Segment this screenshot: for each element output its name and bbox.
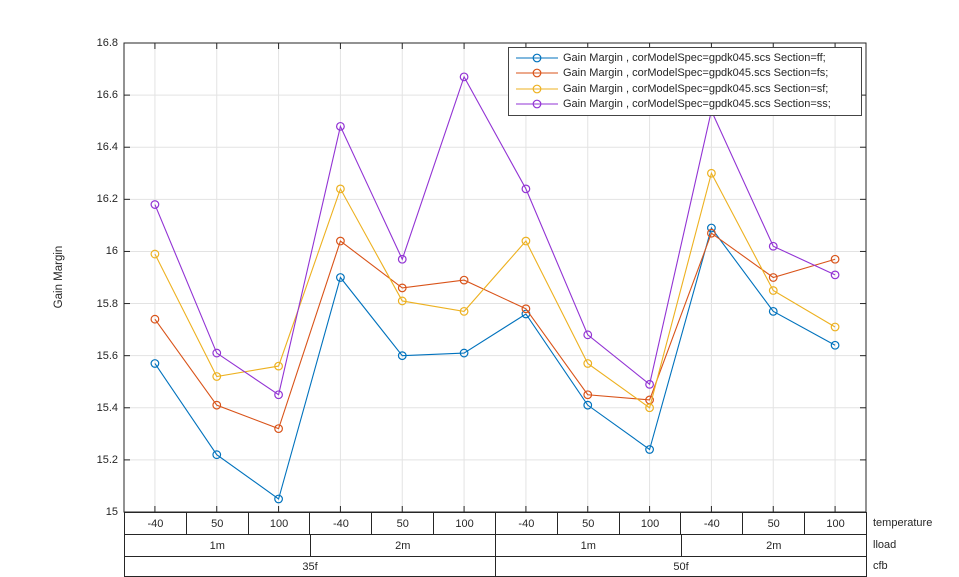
- data-point-marker: [583, 400, 593, 410]
- x-axis-cell-temperature: -40: [310, 513, 373, 534]
- x-axis-row-lload: 1m 2m 1m 2m: [124, 534, 867, 557]
- legend-marker-icon: [516, 53, 558, 63]
- data-point-marker: [336, 121, 345, 131]
- legend-marker-icon: [516, 99, 558, 109]
- y-tick-label: 16.4: [96, 141, 118, 154]
- y-tick-label: 15.4: [96, 401, 118, 414]
- x-axis-row-temperature: -40 50 100 -40 50 100 -40 50 100 -40 50 100: [124, 512, 867, 535]
- x-axis-cell-temperature: 50: [187, 513, 249, 534]
- x-axis-cell-lload: 1m: [496, 535, 682, 556]
- data-point-marker: [150, 249, 160, 259]
- data-point-marker: [830, 340, 840, 350]
- series-line: [154, 226, 836, 500]
- data-point-marker: [397, 296, 407, 306]
- y-tick-label: 16.2: [96, 193, 118, 206]
- data-point-marker: [768, 286, 778, 295]
- data-point-marker: [645, 403, 654, 413]
- data-point-marker: [830, 322, 840, 332]
- legend-entry: Gain Margin , corModelSpec=gpdk045.scs S…: [509, 81, 861, 97]
- legend-marker-icon: [516, 68, 558, 78]
- axis-row-label-cfb: cfb: [873, 560, 888, 572]
- x-axis-cell-temperature: 100: [826, 517, 845, 530]
- y-tick-label: 15.2: [96, 453, 118, 466]
- y-tick-label: 15.8: [96, 297, 118, 310]
- data-point-marker: [583, 330, 593, 340]
- data-point-marker: [459, 275, 469, 285]
- data-point-marker: [459, 72, 469, 82]
- data-point-marker: [521, 184, 531, 194]
- data-point-marker: [397, 254, 407, 264]
- data-point-marker: [397, 351, 407, 361]
- data-point-marker: [336, 236, 345, 246]
- y-axis-label: Gain Margin: [53, 245, 65, 309]
- data-point-marker: [212, 450, 222, 460]
- x-axis-cell-cfb: 50f: [673, 560, 689, 573]
- data-point-marker: [212, 372, 222, 381]
- data-point-marker: [707, 228, 716, 238]
- x-axis-cell-temperature: -40: [125, 513, 187, 534]
- data-point-marker: [645, 379, 654, 389]
- legend-entry: Gain Margin , corModelSpec=gpdk045.scs S…: [509, 66, 861, 82]
- data-point-marker: [397, 283, 407, 293]
- data-point-marker: [768, 241, 778, 251]
- data-point-marker: [830, 270, 840, 280]
- data-point-marker: [521, 236, 531, 246]
- data-point-marker: [212, 348, 222, 358]
- data-point-marker: [768, 273, 778, 282]
- data-point-marker: [583, 359, 593, 368]
- x-axis-cell-temperature: 100: [249, 513, 311, 534]
- data-point-marker: [274, 361, 283, 371]
- legend-entry-label: Gain Margin , corModelSpec=gpdk045.scs S…: [563, 82, 829, 95]
- series-line: [154, 232, 836, 430]
- axis-row-label-temperature: temperature: [873, 517, 933, 529]
- x-axis-cell-temperature: 50: [558, 513, 620, 534]
- y-tick-label: 15.6: [96, 349, 118, 362]
- x-axis-cell-temperature: 50: [743, 513, 806, 534]
- legend-entry: Gain Margin , corModelSpec=gpdk045.scs S…: [509, 97, 861, 113]
- data-point-marker: [212, 400, 222, 410]
- data-point-marker: [707, 223, 716, 233]
- y-tick-label: 16.8: [96, 37, 118, 49]
- x-axis-cell-temperature: 100: [620, 513, 682, 534]
- x-axis-cell-lload: 2m: [311, 535, 496, 556]
- x-axis-row-cfb: 35f 50f: [124, 556, 867, 577]
- data-point-marker: [274, 494, 283, 504]
- x-axis-cell-temperature: -40: [681, 513, 744, 534]
- x-axis-cell-lload: 1m: [125, 535, 311, 556]
- data-point-marker: [830, 254, 840, 264]
- data-point-marker: [707, 168, 716, 178]
- data-point-marker: [459, 348, 469, 358]
- data-point-marker: [645, 445, 654, 454]
- legend-entry-label: Gain Margin , corModelSpec=gpdk045.scs S…: [563, 98, 831, 111]
- legend-entry: Gain Margin , corModelSpec=gpdk045.scs S…: [509, 50, 861, 66]
- data-point-marker: [274, 390, 283, 400]
- y-tick-label: 15: [105, 506, 118, 518]
- data-point-marker: [274, 424, 283, 434]
- y-tick-label: 16.6: [96, 89, 118, 102]
- x-axis-cell-temperature: 50: [372, 513, 435, 534]
- data-point-marker: [459, 306, 469, 316]
- data-point-marker: [521, 304, 531, 314]
- legend-marker-icon: [516, 84, 558, 94]
- x-axis-cell-cfb: 35f: [125, 557, 496, 576]
- y-tick-label: 16: [105, 245, 118, 258]
- data-point-marker: [336, 184, 345, 194]
- data-point-marker: [150, 359, 160, 368]
- data-point-marker: [768, 306, 778, 316]
- data-point-marker: [150, 314, 160, 324]
- series-line: [154, 75, 836, 396]
- legend: Gain Margin , corModelSpec=gpdk045.scs S…: [508, 47, 862, 116]
- data-point-marker: [150, 200, 160, 209]
- data-point-marker: [336, 273, 345, 282]
- legend-entry-label: Gain Margin , corModelSpec=gpdk045.scs S…: [563, 51, 826, 64]
- axis-row-label-lload: lload: [873, 539, 897, 551]
- x-axis-cell-temperature: 100: [434, 513, 496, 534]
- x-axis-cell-lload: 2m: [766, 539, 782, 552]
- x-axis-cell-temperature: -40: [496, 513, 558, 534]
- data-point-marker: [583, 390, 593, 400]
- legend-entry-label: Gain Margin , corModelSpec=gpdk045.scs S…: [563, 67, 829, 80]
- series-line: [154, 171, 836, 409]
